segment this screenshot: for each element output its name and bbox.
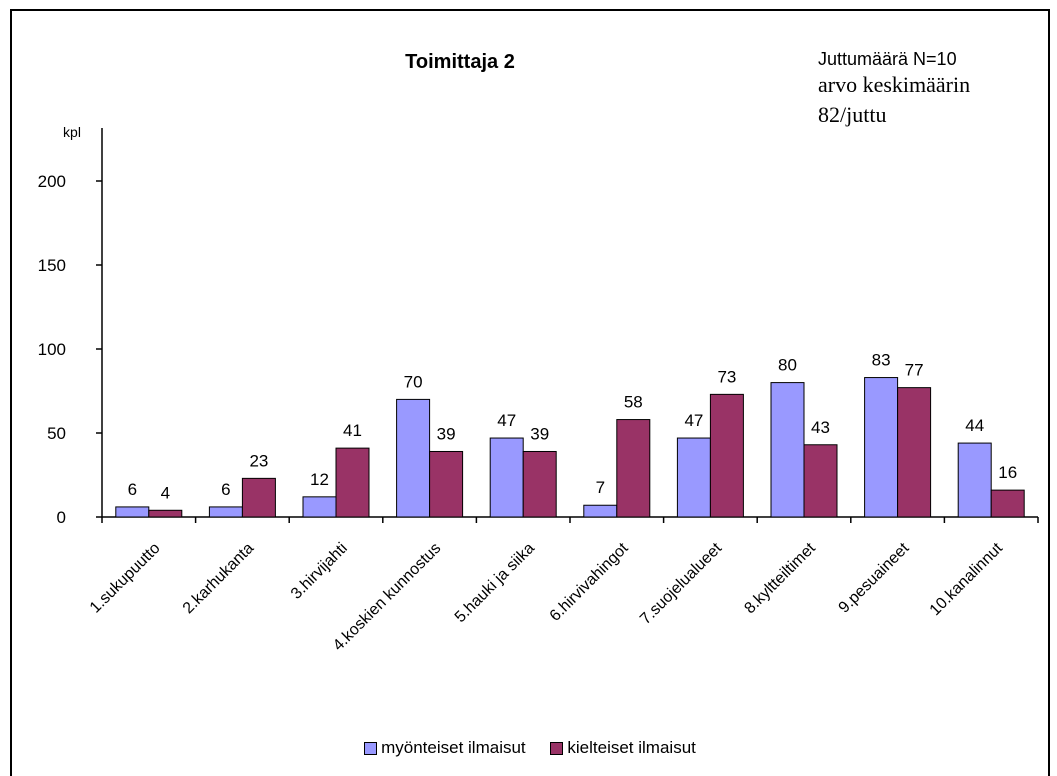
bar-series-1 — [302, 496, 337, 518]
bar-series-1 — [489, 437, 524, 518]
legend-label-series-2: kielteiset ilmaisut — [567, 738, 696, 757]
data-label: 6 — [221, 480, 230, 499]
legend-swatch-series-1 — [364, 741, 378, 755]
bar-series-2 — [990, 489, 1025, 518]
data-label: 39 — [437, 424, 456, 443]
bar-series-2 — [803, 444, 838, 518]
data-label: 73 — [717, 367, 736, 386]
data-label: 44 — [965, 416, 984, 435]
bar-series-1 — [770, 382, 805, 518]
x-tick-label: 9.pesuaineet — [836, 539, 913, 616]
data-label: 70 — [404, 372, 423, 391]
data-label: 47 — [497, 411, 516, 430]
data-label: 6 — [128, 480, 137, 499]
data-label: 23 — [249, 451, 268, 470]
bar-series-2 — [897, 387, 932, 518]
bar-series-1 — [115, 506, 150, 518]
data-label: 41 — [343, 421, 362, 440]
legend-swatch-series-2 — [550, 741, 564, 755]
data-label: 58 — [624, 393, 643, 412]
bar-series-2 — [429, 450, 464, 518]
bar-series-1 — [396, 398, 431, 518]
chart-annotation: Juttumäärä N=10 arvo keskimäärin 82/jutt… — [818, 48, 1043, 130]
x-tick-label: 3.hirvijahti — [288, 540, 351, 603]
annotation-line-2: arvo keskimäärin — [818, 72, 971, 97]
y-tick-label: 200 — [38, 172, 66, 191]
data-label: 16 — [998, 463, 1017, 482]
data-label: 43 — [811, 418, 830, 437]
bar-series-1 — [583, 504, 618, 518]
bar-series-2 — [335, 447, 370, 518]
bar-series-2 — [148, 509, 183, 518]
chart-legend: myönteiset ilmaisut kielteiset ilmaisut — [10, 738, 1050, 760]
bar-series-1 — [676, 437, 711, 518]
x-tick-label: 4.koskien kunnostus — [330, 540, 445, 655]
y-axis-label: kpl — [63, 124, 81, 140]
legend-label-series-1: myönteiset ilmaisut — [381, 738, 526, 757]
y-tick-label: 100 — [38, 340, 66, 359]
x-tick-label: 6.hirvivahingot — [547, 539, 632, 624]
annotation-line-3: 82/juttu — [818, 102, 887, 127]
x-tick-label: 2.karhukanta — [180, 540, 258, 618]
bar-series-2 — [241, 477, 276, 518]
bar-series-2 — [616, 419, 651, 518]
legend-item-series-1: myönteiset ilmaisut — [364, 738, 526, 758]
data-label: 12 — [310, 470, 329, 489]
y-tick-label: 50 — [47, 424, 66, 443]
annotation-line-1: Juttumäärä N=10 — [818, 49, 957, 69]
bar-series-1 — [957, 442, 992, 518]
legend-item-series-2: kielteiset ilmaisut — [550, 738, 696, 758]
bar-series-2 — [709, 393, 744, 518]
x-tick-label: 7.suojelualueet — [637, 539, 726, 628]
data-label: 7 — [596, 478, 605, 497]
bar-series-1 — [208, 506, 243, 518]
x-tick-label: 1.sukupuutto — [87, 540, 164, 617]
data-label: 47 — [684, 411, 703, 430]
data-label: 83 — [872, 351, 891, 370]
bar-series-2 — [522, 450, 557, 518]
x-tick-label: 8.kyltteiltimet — [741, 539, 819, 617]
data-label: 80 — [778, 356, 797, 375]
x-tick-label: 10.kanalinnut — [927, 539, 1007, 619]
x-tick-label: 5.hauki ja siika — [452, 540, 538, 626]
chart-title: Toimittaja 2 — [405, 51, 515, 73]
bar-series-1 — [864, 377, 899, 518]
data-label: 4 — [161, 483, 170, 502]
data-label: 39 — [530, 424, 549, 443]
data-label: 77 — [905, 361, 924, 380]
y-tick-label: 0 — [57, 508, 66, 527]
y-tick-label: 150 — [38, 256, 66, 275]
